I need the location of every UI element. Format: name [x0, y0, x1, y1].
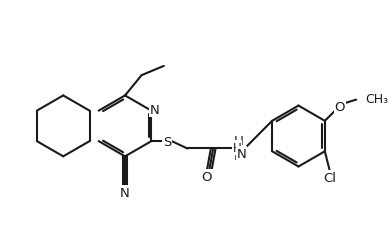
- Text: N: N: [237, 147, 247, 160]
- Text: N: N: [120, 186, 130, 199]
- Text: N: N: [150, 104, 160, 117]
- Text: O: O: [334, 100, 345, 113]
- Text: O: O: [201, 170, 212, 183]
- Text: CH₃: CH₃: [365, 93, 388, 106]
- Text: H: H: [233, 142, 242, 154]
- Text: S: S: [163, 135, 171, 148]
- Text: H
N: H N: [234, 135, 244, 163]
- Text: Cl: Cl: [323, 171, 336, 184]
